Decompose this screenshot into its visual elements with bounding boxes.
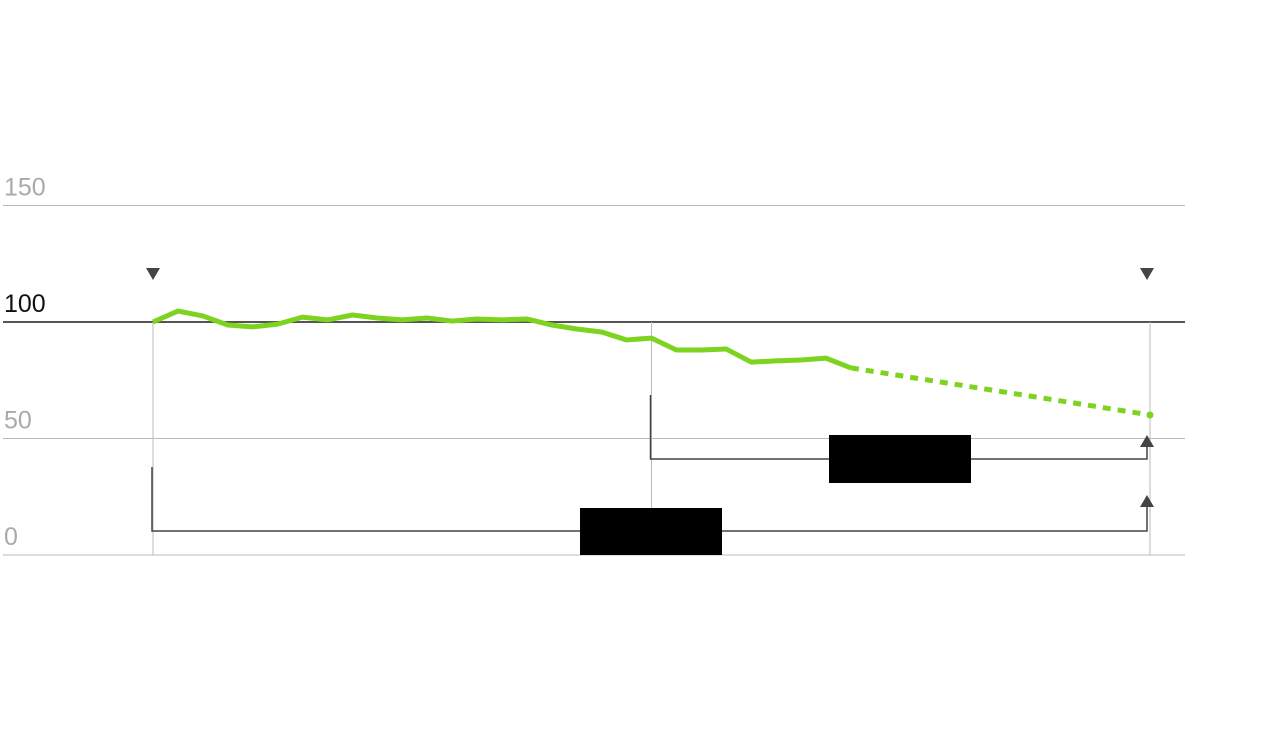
arrow-up-icon [1140,435,1154,447]
y-tick-label: 50 [4,407,32,435]
label-box [580,508,722,555]
label-box [829,435,971,483]
y-tick-label: 150 [4,174,46,202]
y-tick-label: 0 [4,523,18,551]
series-line [151,308,852,371]
marker-triangle-down-icon [1140,268,1154,280]
marker-triangle-down-icon [146,268,160,280]
projection-endpoint [1146,411,1154,419]
arrow-up-icon [1140,495,1154,507]
projection-line [850,365,1151,418]
y-tick-label: 100 [4,290,46,318]
